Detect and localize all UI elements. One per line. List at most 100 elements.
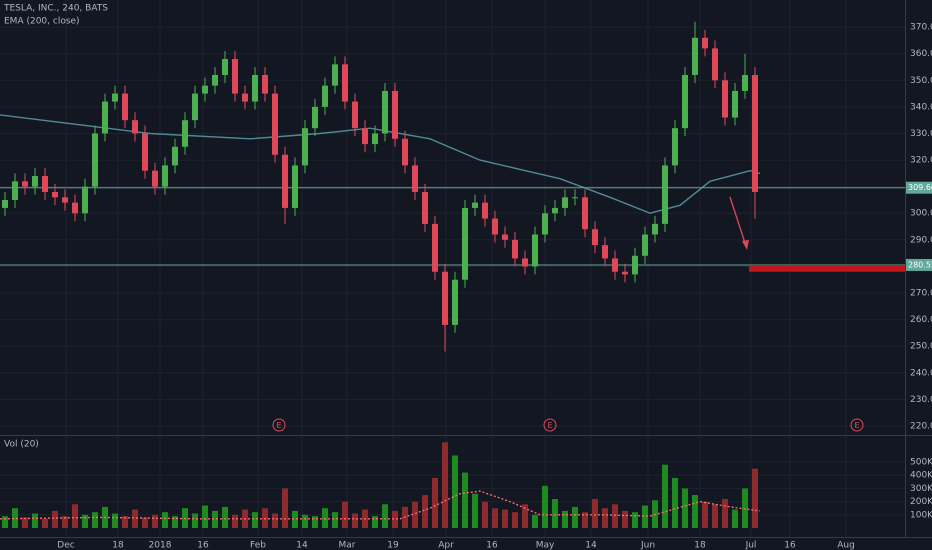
- candle-body: [282, 154, 288, 208]
- volume-bar: [312, 516, 318, 528]
- volume-bar: [92, 512, 98, 528]
- volume-bar: [452, 455, 458, 528]
- candle-body: [112, 93, 118, 102]
- y-tick-label: 260.00: [910, 315, 932, 325]
- y-tick-label: 200K: [910, 497, 932, 507]
- volume-bar: [332, 512, 338, 528]
- volume-bar: [22, 517, 28, 528]
- candle-body: [152, 170, 158, 187]
- volume-bar: [142, 517, 148, 528]
- volume-bar: [132, 509, 138, 528]
- candle-body: [222, 59, 228, 75]
- candle-body: [692, 37, 698, 75]
- candle-body: [372, 133, 378, 145]
- x-tick-label: 18: [694, 541, 706, 550]
- candle-body: [732, 90, 738, 118]
- volume-bar: [732, 509, 738, 528]
- candle-body: [342, 64, 348, 102]
- candle-body: [722, 80, 728, 118]
- volume-bar: [42, 518, 48, 528]
- volume-bar: [412, 501, 418, 528]
- volume-bar: [252, 512, 258, 528]
- candle-body: [492, 218, 498, 235]
- volume-bar: [482, 501, 488, 528]
- volume-bar: [82, 514, 88, 528]
- x-tick-label: Jun: [640, 541, 655, 550]
- volume-bar: [542, 485, 548, 528]
- volume-bar: [712, 504, 718, 528]
- candle-body: [52, 191, 58, 198]
- volume-bar: [352, 513, 358, 528]
- candle-body: [652, 223, 658, 235]
- volume-bar: [692, 495, 698, 528]
- volume-bar: [492, 508, 498, 528]
- candle-body: [172, 146, 178, 166]
- volume-bar: [532, 514, 538, 528]
- volume-bar: [172, 516, 178, 528]
- price-level-box: [906, 258, 932, 271]
- event-label: E: [547, 421, 552, 430]
- volume-bar: [62, 516, 68, 528]
- volume-bar: [2, 516, 8, 528]
- arrow-head: [742, 240, 749, 250]
- y-tick-label: 230.00: [910, 395, 932, 405]
- candle-body: [362, 128, 368, 145]
- chart-title: TESLA, INC., 240, BATS: [3, 4, 108, 14]
- candle-body: [12, 181, 18, 200]
- x-tick-label: 2018: [149, 541, 172, 550]
- arrow: [729, 196, 747, 247]
- candle-body: [312, 106, 318, 129]
- candle-body: [382, 90, 388, 134]
- candle-body: [272, 93, 278, 155]
- candle-body: [402, 138, 408, 166]
- x-tick-label: 14: [296, 541, 308, 550]
- volume-bar: [572, 506, 578, 528]
- volume-bar: [442, 442, 448, 528]
- price-level-label: 309.60: [908, 183, 932, 192]
- y-tick-label: 290.00: [910, 235, 932, 245]
- candle-body: [332, 64, 338, 86]
- candle-body: [472, 202, 478, 208]
- candle-body: [482, 202, 488, 219]
- volume-bar: [592, 498, 598, 528]
- volume-bar: [52, 510, 58, 528]
- candle-body: [212, 74, 218, 86]
- y-tick-label: 320.00: [910, 156, 932, 166]
- volume-bar: [632, 512, 638, 528]
- volume-bar: [232, 514, 238, 528]
- volume-bar: [432, 477, 438, 528]
- candle-body: [662, 165, 668, 224]
- candle-body: [252, 74, 258, 102]
- volume-bar: [212, 510, 218, 528]
- candle-body: [502, 234, 508, 240]
- candle-body: [412, 165, 418, 192]
- volume-bar: [622, 510, 628, 528]
- y-tick-label: 100K: [910, 510, 932, 520]
- candle-body: [512, 239, 518, 259]
- volume-bar: [722, 498, 728, 528]
- ema-line: [0, 114, 761, 214]
- x-tick-label: 16: [784, 541, 796, 550]
- candle-body: [752, 74, 758, 192]
- y-tick-label: 330.00: [910, 129, 932, 139]
- candle-body: [522, 258, 528, 267]
- candle-body: [132, 120, 138, 134]
- event-marker: [543, 418, 557, 432]
- volume-bar: [282, 488, 288, 528]
- volume-bar: [32, 513, 38, 528]
- candle-body: [602, 245, 608, 259]
- y-tick-label: 300.00: [910, 209, 932, 219]
- x-tick-label: Apr: [438, 541, 454, 550]
- candle-body: [122, 93, 128, 121]
- candle-body: [432, 223, 438, 272]
- candle-body: [182, 120, 188, 147]
- x-tick-label: Jul: [745, 541, 757, 550]
- x-tick-label: May: [536, 541, 555, 550]
- candle-body: [462, 207, 468, 280]
- x-tick-label: Mar: [339, 541, 356, 550]
- volume-bar: [192, 513, 198, 528]
- zone: [749, 265, 905, 272]
- candle-body: [552, 207, 558, 214]
- candle-body: [682, 74, 688, 129]
